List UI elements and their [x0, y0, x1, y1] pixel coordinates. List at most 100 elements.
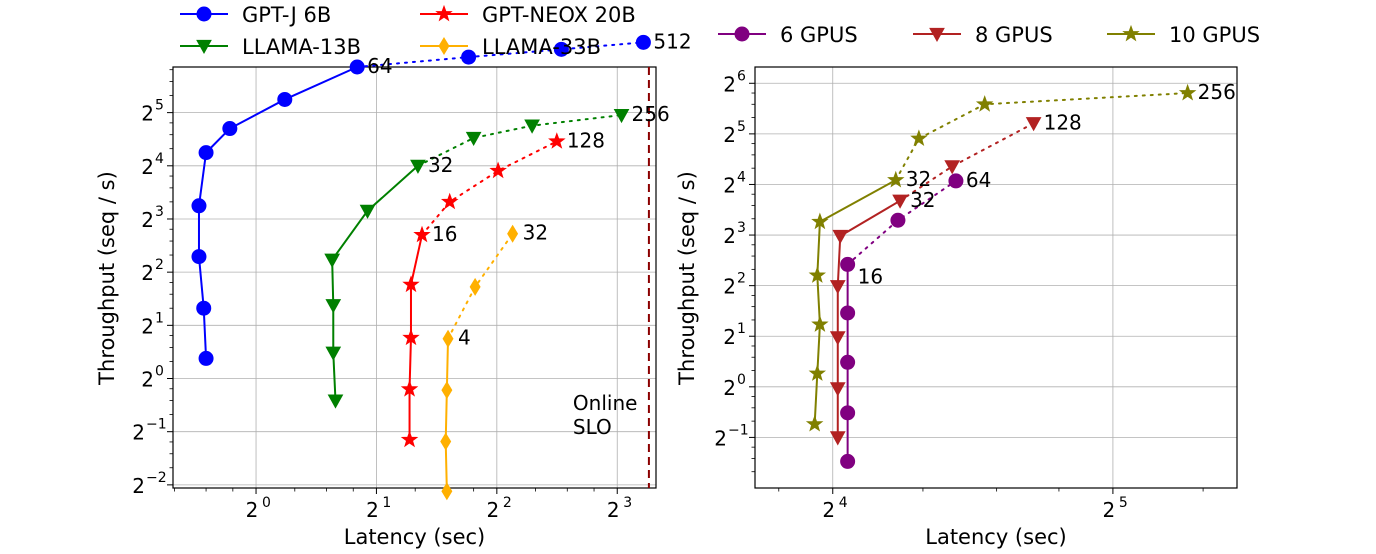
point-annotation: 32 [906, 167, 931, 191]
y-tick-label: 2 [723, 123, 736, 147]
point-annotation: 16 [432, 222, 457, 246]
data-point [359, 204, 376, 219]
y-tick-label: 2 [141, 102, 154, 126]
y-tick-exponent: −1 [146, 417, 167, 433]
y-axis-label: Throughput (seq / s) [95, 171, 119, 386]
data-point [829, 331, 846, 346]
series-line-dotted [416, 114, 623, 167]
data-point [410, 159, 426, 174]
legend-label: 10 GPUS [1169, 23, 1260, 47]
data-point [808, 266, 827, 283]
legend-marker [734, 26, 750, 42]
data-point [887, 170, 905, 188]
point-annotation: 64 [367, 54, 392, 78]
series-line-solid [813, 179, 897, 425]
data-point [890, 212, 906, 228]
data-point [808, 364, 827, 381]
legend-left: GPT-J 6B GPT-NEOX 20B LLAMA-13B LLAMA-33B [180, 3, 636, 59]
data-point [944, 160, 961, 175]
x-tick-label: 2 [1103, 498, 1116, 522]
data-point [1178, 83, 1197, 101]
x-tick-exponent: 4 [839, 495, 848, 511]
series-llama-13b: 32 256 [324, 102, 670, 409]
data-point [413, 225, 431, 243]
series-line-solid [197, 66, 358, 359]
series-line-dotted [447, 232, 514, 340]
data-point [440, 432, 452, 451]
legend-entry: LLAMA-13B [180, 35, 361, 59]
data-point [811, 212, 829, 230]
data-point [461, 49, 477, 65]
x-tick-label: 2 [607, 498, 620, 522]
data-point [832, 229, 849, 245]
data-point [613, 108, 630, 124]
data-point [840, 354, 856, 370]
series-gpt-j-6b: 64 512 [191, 29, 692, 366]
point-annotation: 128 [567, 128, 605, 152]
data-point [829, 280, 846, 295]
legend-marker [1122, 24, 1140, 42]
data-point [548, 132, 566, 149]
data-point [524, 119, 540, 134]
y-tick-exponent: 6 [737, 68, 746, 84]
series-line-dotted [421, 140, 558, 236]
data-point [469, 277, 481, 296]
data-point [840, 405, 856, 421]
series-gpt-neox-20b: 16 128 [400, 128, 605, 448]
legend-marker [435, 4, 453, 22]
series-line-solid [331, 165, 419, 401]
legend-label: 8 GPUS [975, 23, 1053, 47]
series-8-gpus: 32 128 [829, 110, 1082, 446]
data-point [222, 121, 238, 137]
data-point [948, 173, 964, 189]
y-tick-label: 2 [141, 261, 154, 285]
data-point [829, 382, 846, 397]
point-annotation: 32 [910, 188, 935, 212]
legend-entry: 8 GPUS [913, 23, 1053, 47]
y-tick-label: 2 [141, 155, 154, 179]
y-tick-label: 2 [132, 474, 145, 498]
minor-ticks [751, 92, 1204, 492]
point-annotation: 16 [858, 264, 883, 288]
data-point [489, 161, 507, 179]
series-line-solid [836, 199, 901, 438]
data-point [327, 394, 344, 409]
legend-entry: 10 GPUS [1107, 23, 1260, 47]
series-line-dotted [356, 41, 645, 68]
y-tick-exponent: 4 [155, 151, 164, 167]
legend-label: GPT-NEOX 20B [482, 3, 636, 27]
y-tick-label: 2 [723, 173, 736, 197]
y-tick-exponent: 4 [737, 169, 746, 185]
legend-marker [196, 39, 212, 55]
data-point [440, 192, 459, 210]
data-point [840, 305, 856, 321]
legend-entry: 6 GPUS [718, 23, 858, 47]
y-tick-label: 2 [141, 314, 154, 338]
x-tick-label: 2 [822, 498, 835, 522]
y-tick-exponent: 5 [737, 119, 746, 135]
data-point [196, 300, 212, 316]
point-annotation: 4 [458, 326, 471, 350]
y-tick-label: 2 [723, 72, 736, 96]
y-tick-label: 2 [723, 275, 736, 299]
y-tick-exponent: 0 [155, 364, 164, 380]
y-tick-exponent: −1 [728, 422, 749, 438]
y-tick-label: 2 [141, 368, 154, 392]
data-point [975, 95, 994, 112]
x-axis-label: Latency (sec) [925, 525, 1066, 549]
data-point [840, 453, 856, 469]
data-point [400, 380, 419, 397]
y-tick-exponent: 2 [155, 257, 164, 273]
slo-label-line1: Online [573, 391, 638, 415]
y-tick-label: 2 [132, 421, 145, 445]
x-tick-exponent: 3 [623, 495, 632, 511]
data-point [402, 328, 420, 346]
data-point [198, 145, 214, 161]
x-tick-exponent: 1 [382, 495, 391, 511]
point-annotation: 64 [966, 168, 991, 192]
series-llama-33b: 4 32 [440, 221, 548, 501]
grid [755, 67, 1237, 488]
data-point [402, 275, 420, 293]
